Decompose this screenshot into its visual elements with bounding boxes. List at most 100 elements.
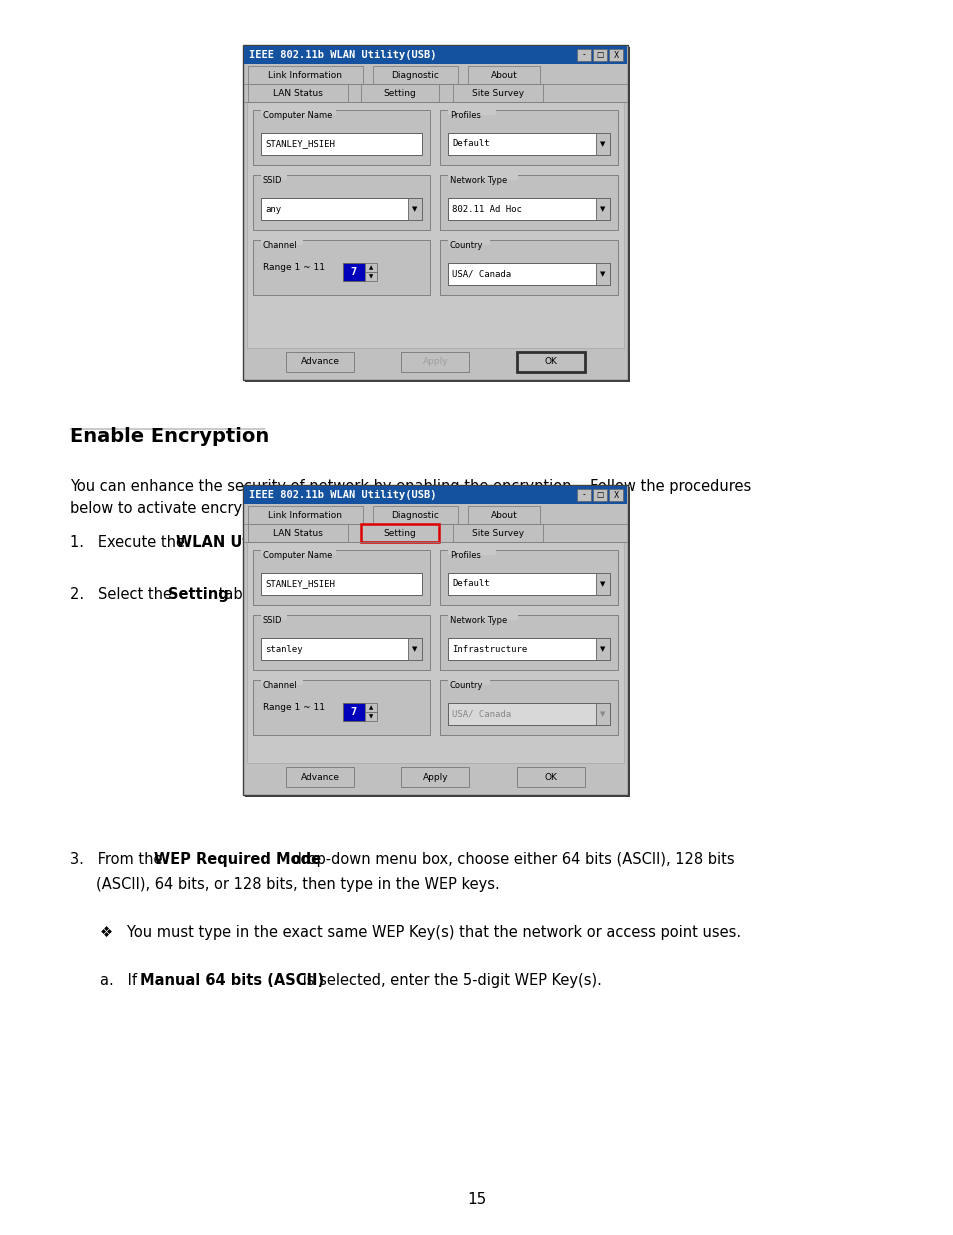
Bar bbox=[517, 352, 584, 372]
Text: Manual 64 bits (ASCII): Manual 64 bits (ASCII) bbox=[140, 973, 324, 988]
Bar bbox=[365, 703, 376, 713]
Bar bbox=[596, 133, 609, 156]
Text: You can enhance the security of network by enabling the encryption.   Follow the: You can enhance the security of network … bbox=[70, 479, 750, 494]
Bar bbox=[343, 263, 365, 282]
Text: Default: Default bbox=[452, 579, 489, 589]
Text: Channel: Channel bbox=[263, 680, 297, 690]
Bar bbox=[448, 263, 609, 285]
Bar bbox=[596, 263, 609, 285]
Bar bbox=[408, 198, 421, 220]
Text: ▼: ▼ bbox=[599, 141, 605, 147]
Text: Profiles: Profiles bbox=[450, 111, 480, 120]
Bar bbox=[608, 49, 622, 61]
Bar bbox=[248, 506, 363, 524]
Text: .: . bbox=[403, 587, 408, 601]
Bar bbox=[453, 84, 542, 103]
Text: -: - bbox=[582, 490, 585, 499]
Bar bbox=[261, 611, 287, 620]
Text: Site Survey: Site Survey bbox=[472, 529, 523, 537]
Bar bbox=[439, 110, 618, 165]
Bar bbox=[448, 133, 609, 156]
Text: WLAN Utility: WLAN Utility bbox=[175, 535, 281, 550]
Text: Setting: Setting bbox=[383, 529, 416, 537]
Bar bbox=[577, 489, 590, 501]
Text: Network Type: Network Type bbox=[450, 177, 507, 185]
Text: a.   If: a. If bbox=[100, 973, 141, 988]
Bar bbox=[261, 236, 303, 245]
Bar bbox=[247, 103, 623, 348]
Bar bbox=[439, 240, 618, 295]
Bar bbox=[253, 615, 430, 671]
Text: 7: 7 bbox=[351, 706, 356, 718]
Text: SSID: SSID bbox=[263, 177, 282, 185]
Bar bbox=[401, 352, 469, 372]
Bar bbox=[243, 44, 627, 380]
Bar bbox=[261, 133, 421, 156]
Bar bbox=[408, 638, 421, 659]
Bar bbox=[360, 524, 438, 542]
Bar bbox=[593, 49, 606, 61]
Bar bbox=[286, 767, 354, 787]
Bar bbox=[343, 703, 365, 721]
Bar bbox=[243, 485, 627, 795]
Text: 802.11 Ad Hoc: 802.11 Ad Hoc bbox=[452, 205, 521, 214]
Text: Enable Encryption: Enable Encryption bbox=[70, 427, 269, 446]
Bar bbox=[261, 546, 336, 555]
Text: below to activate encryption.: below to activate encryption. bbox=[70, 501, 284, 516]
Text: any: any bbox=[265, 205, 281, 214]
Bar bbox=[448, 611, 517, 620]
Text: USA/ Canada: USA/ Canada bbox=[452, 269, 511, 279]
Text: Advance: Advance bbox=[300, 357, 339, 367]
Text: STANLEY_HSIEH: STANLEY_HSIEH bbox=[265, 140, 335, 148]
Text: X: X bbox=[613, 51, 618, 59]
Bar bbox=[261, 676, 303, 685]
Text: ▼: ▼ bbox=[412, 646, 417, 652]
Text: ▼: ▼ bbox=[369, 274, 373, 279]
Text: 15: 15 bbox=[467, 1192, 486, 1207]
Bar bbox=[247, 542, 623, 763]
Text: USA/ Canada: USA/ Canada bbox=[452, 709, 511, 719]
Text: SSID: SSID bbox=[263, 616, 282, 625]
Bar bbox=[248, 84, 348, 103]
Text: Diagnostic: Diagnostic bbox=[391, 510, 439, 520]
Bar bbox=[365, 272, 376, 282]
Text: Range 1 ~ 11: Range 1 ~ 11 bbox=[263, 703, 325, 711]
Bar bbox=[439, 175, 618, 230]
Bar bbox=[373, 65, 457, 84]
Bar bbox=[468, 506, 539, 524]
Text: Apply: Apply bbox=[422, 773, 448, 782]
Text: Country: Country bbox=[450, 680, 483, 690]
Bar bbox=[261, 638, 421, 659]
Bar bbox=[365, 263, 376, 272]
Bar bbox=[248, 524, 348, 542]
Bar bbox=[253, 110, 430, 165]
Bar bbox=[448, 546, 496, 555]
Bar bbox=[245, 487, 629, 797]
Text: Infrastructure: Infrastructure bbox=[452, 645, 527, 653]
Text: IEEE 802.11b WLAN Utility(USB): IEEE 802.11b WLAN Utility(USB) bbox=[249, 49, 436, 61]
Bar bbox=[608, 489, 622, 501]
Bar bbox=[261, 573, 421, 595]
Text: .: . bbox=[257, 535, 262, 550]
Bar bbox=[596, 198, 609, 220]
Text: ▼: ▼ bbox=[599, 206, 605, 212]
Bar bbox=[253, 680, 430, 735]
Bar bbox=[448, 198, 609, 220]
Text: ▼: ▼ bbox=[599, 580, 605, 587]
Bar bbox=[517, 767, 584, 787]
Text: WEP Required Mode: WEP Required Mode bbox=[153, 852, 321, 867]
Bar bbox=[596, 703, 609, 725]
Text: ▼: ▼ bbox=[369, 714, 373, 719]
Bar bbox=[253, 175, 430, 230]
Text: OK: OK bbox=[544, 357, 557, 367]
Text: Channel: Channel bbox=[263, 241, 297, 249]
Text: is selected, enter the 5-digit WEP Key(s).: is selected, enter the 5-digit WEP Key(s… bbox=[297, 973, 601, 988]
Bar bbox=[261, 106, 336, 115]
Text: Setting: Setting bbox=[168, 587, 229, 601]
Text: OK: OK bbox=[544, 773, 557, 782]
Bar bbox=[596, 573, 609, 595]
Text: tab and then select: tab and then select bbox=[213, 587, 366, 601]
Bar bbox=[448, 106, 496, 115]
Text: Country: Country bbox=[450, 241, 483, 249]
Bar bbox=[360, 84, 438, 103]
